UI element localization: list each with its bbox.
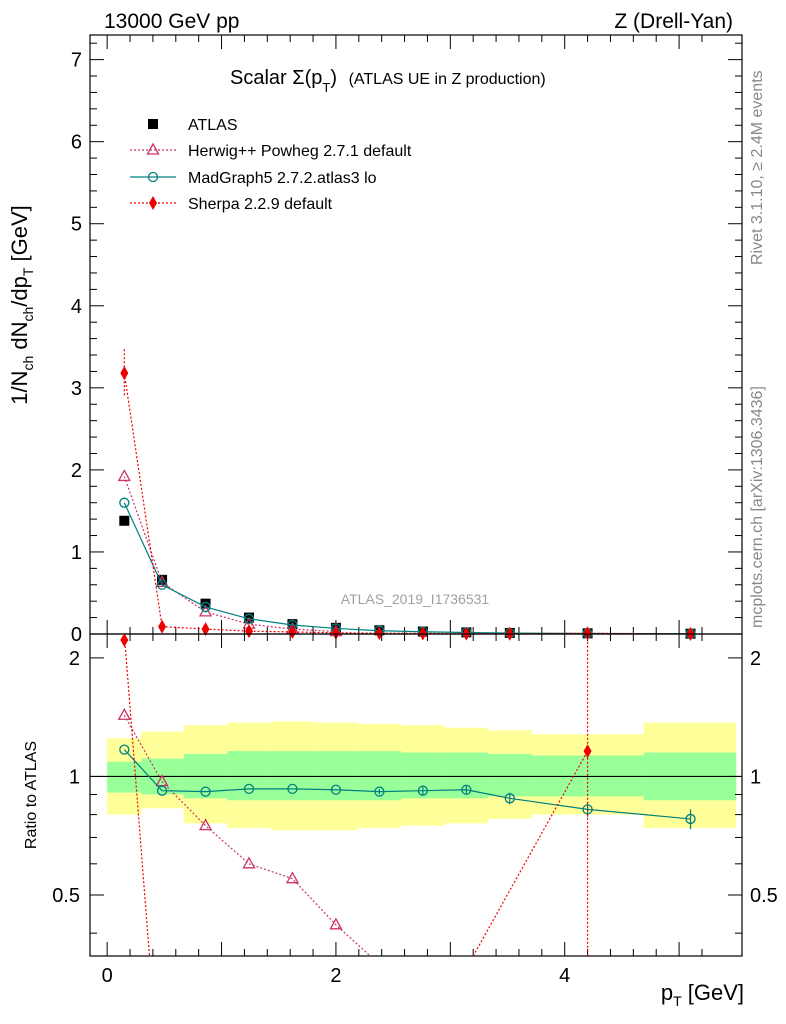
y-tick-label: 2 <box>750 648 761 670</box>
y-tick-label: 1 <box>750 766 761 788</box>
legend-marker-madgraph5 <box>147 171 159 183</box>
ratio-point-madgraph <box>685 813 696 825</box>
uncertainty-band-green <box>270 751 315 801</box>
uncertainty-band-green <box>227 751 271 801</box>
ratio-point-madgraph <box>156 785 168 796</box>
energy-label: 13000 GeV pp <box>104 10 239 33</box>
data-point-sherpa <box>418 626 427 641</box>
data-point-madgraph5 <box>200 601 211 613</box>
ratio-point-madgraph <box>330 784 342 795</box>
uncertainty-band-green <box>314 751 358 801</box>
y-tick-label: 1 <box>69 766 80 788</box>
uncertainty-band-green <box>488 754 532 797</box>
y-tick-label: 1 <box>71 542 82 564</box>
plot-title-sub: T <box>322 80 330 95</box>
legend-label-atlas: ATLAS <box>188 117 238 134</box>
legend-marker-herwig <box>146 142 160 155</box>
y-tick-label: 6 <box>71 132 82 154</box>
y-axis-title-main: 1/Nch dNch/dpT [GeV] <box>7 205 36 405</box>
x-axis-title: pT [GeV] <box>661 980 744 1009</box>
ratio-point-madgraph <box>200 786 211 797</box>
ratio-line-sherpa <box>123 634 151 956</box>
data-point-sherpa <box>244 624 253 639</box>
ratio-point-madgraph <box>243 783 255 795</box>
ratio-point-herwig <box>285 871 300 884</box>
data-point-sherpa <box>201 622 210 637</box>
ratio-point-madgraph <box>504 793 515 804</box>
x-tick-label: 0 <box>102 965 113 987</box>
x-tick-label: 4 <box>559 965 570 987</box>
ratio-point-madgraph <box>374 786 385 797</box>
y-tick-label: 2 <box>69 648 80 670</box>
data-point-sherpa <box>158 619 167 634</box>
plot-title: Scalar Σ(pT) (ATLAS UE in Z production) <box>230 67 546 95</box>
ratio-point-herwig <box>198 818 213 831</box>
y-tick-label: 3 <box>71 378 82 400</box>
ratio-point-sherpa <box>120 634 129 648</box>
data-point-madgraph5 <box>156 579 168 590</box>
plot-title-main: Scalar Σ(p <box>230 67 322 89</box>
ratio-frame <box>89 633 743 957</box>
y-tick-label: 5 <box>71 214 82 236</box>
data-point-atlas <box>200 598 211 609</box>
rivet-label: Rivet 3.1.10, ≥ 2.4M events <box>749 70 766 265</box>
ratio-point-herwig <box>117 707 131 720</box>
legend-label-sherpa: Sherpa 2.2.9 default <box>188 196 333 213</box>
legend-label-madgraph5: MadGraph5 2.7.2.atlas3 lo <box>188 170 377 187</box>
y-tick-label: 4 <box>71 296 82 318</box>
plot-title-extra: (ATLAS UE in Z production) <box>349 71 546 88</box>
ratio-plot: 0 2 4 0.5 0.5 1 1 2 2 <box>52 633 778 987</box>
data-point-sherpa <box>120 366 129 381</box>
mcplots-label: mcplots.cern.ch [arXiv:1306.3436] <box>749 386 766 628</box>
series-line-madgraph5 <box>123 502 691 635</box>
ratio-line-sherpa <box>472 750 589 956</box>
main-plot: 0 1 2 3 4 5 6 7 ATLAS Herwig++ Powheg 2.7.1 defau… <box>71 34 743 646</box>
ratio-line-madgraph <box>123 749 691 820</box>
legend-label-herwig: Herwig++ Powheg 2.7.1 default <box>188 143 412 160</box>
uncertainty-band-green <box>107 761 142 793</box>
x-tick-label: 2 <box>330 965 341 987</box>
ratio-point-madgraph <box>119 744 130 755</box>
data-point-madgraph5 <box>243 613 255 624</box>
process-label: Z (Drell-Yan) <box>614 10 733 33</box>
y-tick-label: 2 <box>71 460 82 482</box>
ratio-point-madgraph <box>287 783 298 795</box>
legend-marker-atlas <box>148 119 158 129</box>
ratio-point-madgraph <box>417 785 429 796</box>
ratio-point-herwig <box>242 856 256 869</box>
watermark: ATLAS_2019_I1736531 <box>341 591 490 607</box>
y-tick-label: 0 <box>71 624 82 646</box>
data-point-atlas <box>119 515 130 526</box>
y-tick-label: 7 <box>71 50 82 72</box>
ratio-point-sherpa <box>583 744 592 759</box>
ratio-point-madgraph <box>461 784 472 795</box>
plot-title-close: ) <box>330 67 337 89</box>
y-tick-label: 0.5 <box>52 885 80 907</box>
y-tick-label: 0.5 <box>750 885 778 907</box>
data-point-sherpa <box>331 625 340 640</box>
legend-marker-sherpa <box>149 196 157 210</box>
data-point-madgraph5 <box>119 497 130 508</box>
ratio-point-herwig <box>329 917 343 930</box>
ratio-series-group <box>117 634 696 956</box>
y-axis-title-ratio: Ratio to ATLAS <box>23 741 40 849</box>
ratio-line-herwig <box>123 714 371 956</box>
series-line-herwig <box>123 476 336 633</box>
data-point-herwig <box>117 469 131 482</box>
data-point-sherpa <box>583 626 592 641</box>
